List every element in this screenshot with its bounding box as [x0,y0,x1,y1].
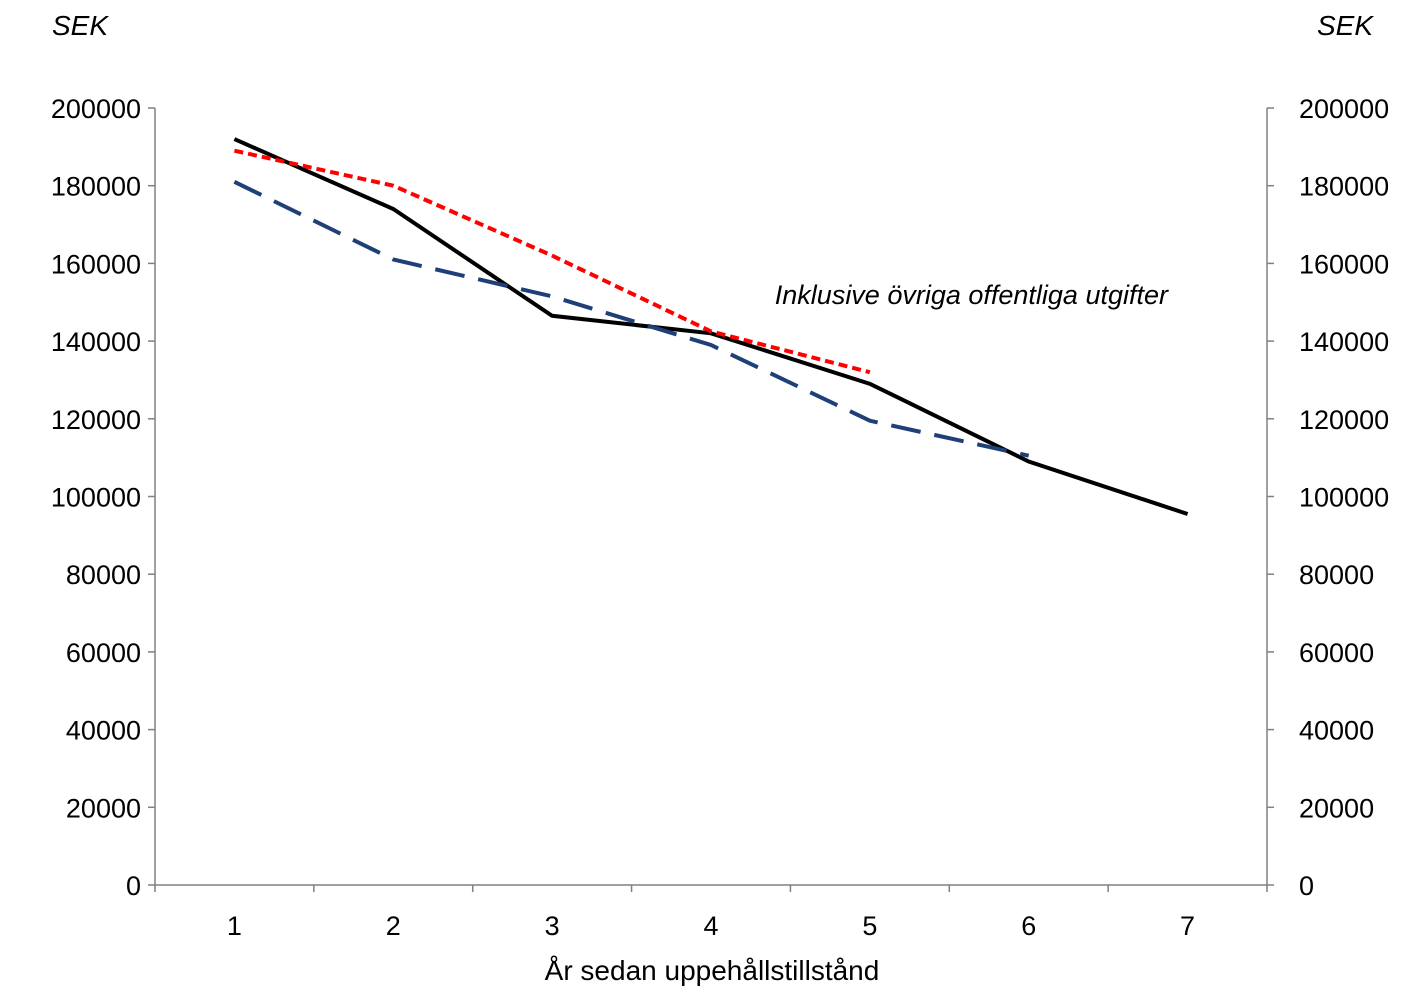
left-y-tick-label: 120000 [51,405,141,435]
x-tick-label: 7 [1180,911,1195,941]
series-line-3 [233,180,1030,458]
left-y-tick-label: 0 [126,871,141,901]
left-y-tick-label: 140000 [51,327,141,357]
left-y-tick-label: 100000 [51,483,141,513]
series-group [233,137,1189,516]
left-axis-unit-label: SEK [52,10,109,41]
series-line-1 [233,137,1189,516]
right-y-tick-label: 140000 [1299,327,1389,357]
series-line-2 [233,148,871,375]
left-y-tick-label: 180000 [51,172,141,202]
right-y-tick-label: 40000 [1299,716,1374,746]
x-tick-label: 6 [1021,911,1036,941]
right-y-tick-label: 100000 [1299,483,1389,513]
right-y-tick-label: 60000 [1299,638,1374,668]
left-y-tick-label: 40000 [66,716,141,746]
right-axis-unit-label: SEK [1317,10,1374,41]
right-y-tick-label: 120000 [1299,405,1389,435]
left-y-tick-label: 20000 [66,793,141,823]
x-tick-label: 3 [545,911,560,941]
right-y-tick-label: 160000 [1299,249,1389,279]
left-y-tick-label: 60000 [66,638,141,668]
x-tick-label: 5 [862,911,877,941]
right-y-tick-label: 20000 [1299,793,1374,823]
x-tick-label: 1 [227,911,242,941]
x-axis-title: År sedan uppehållstillstånd [545,955,880,986]
axes-group: 0 0 20000 20000 40000 40000 60000 60000 80000 800… [51,94,1389,941]
left-y-tick-label: 80000 [66,560,141,590]
left-y-tick-label: 160000 [51,249,141,279]
left-y-tick-label: 200000 [51,94,141,124]
chart-annotation: Inklusive övriga offentliga utgifter [774,280,1168,310]
x-tick-label: 4 [703,911,718,941]
right-y-tick-label: 80000 [1299,560,1374,590]
right-y-tick-label: 180000 [1299,172,1389,202]
x-tick-label: 2 [386,911,401,941]
right-y-tick-label: 200000 [1299,94,1389,124]
right-y-tick-label: 0 [1299,871,1314,901]
